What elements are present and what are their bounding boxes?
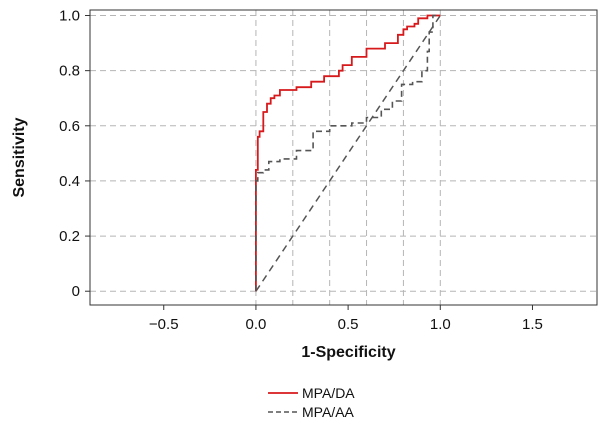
x-tick-label: 1.0 <box>430 316 451 333</box>
y-axis-title: Sensitivity <box>11 117 28 197</box>
x-tick-label: 1.5 <box>522 316 543 333</box>
x-axis-title: 1-Specificity <box>301 344 395 361</box>
series-line-mpa-da <box>254 14 441 292</box>
y-tick-label: 0 <box>72 283 80 300</box>
y-tick-label: 1.0 <box>59 8 80 25</box>
y-tick-label: 0.4 <box>59 173 80 190</box>
x-tick-label: −0.5 <box>149 316 179 333</box>
y-tick-label: 0.2 <box>59 228 80 245</box>
legend-label: MPA/AA <box>302 404 355 420</box>
legend-label: MPA/DA <box>302 385 355 401</box>
reference-line-layer <box>255 15 441 292</box>
reference-diagonal-line <box>255 15 441 292</box>
x-tick-label: 0.5 <box>338 316 359 333</box>
y-axis-ticks: 0 0.2 0.4 0.6 0.8 1.0 <box>59 8 90 300</box>
legend: MPA/DA MPA/AA <box>268 385 355 420</box>
y-tick-label: 0.8 <box>59 63 80 80</box>
series-layer <box>254 14 441 292</box>
series-line-mpa-aa <box>255 14 441 292</box>
grid <box>90 10 597 305</box>
y-tick-label: 0.6 <box>59 118 80 135</box>
x-tick-label: 0.0 <box>245 316 266 333</box>
plot-frame <box>89 9 598 306</box>
x-axis-ticks: −0.5 0.0 0.5 1.0 1.5 <box>149 305 543 333</box>
